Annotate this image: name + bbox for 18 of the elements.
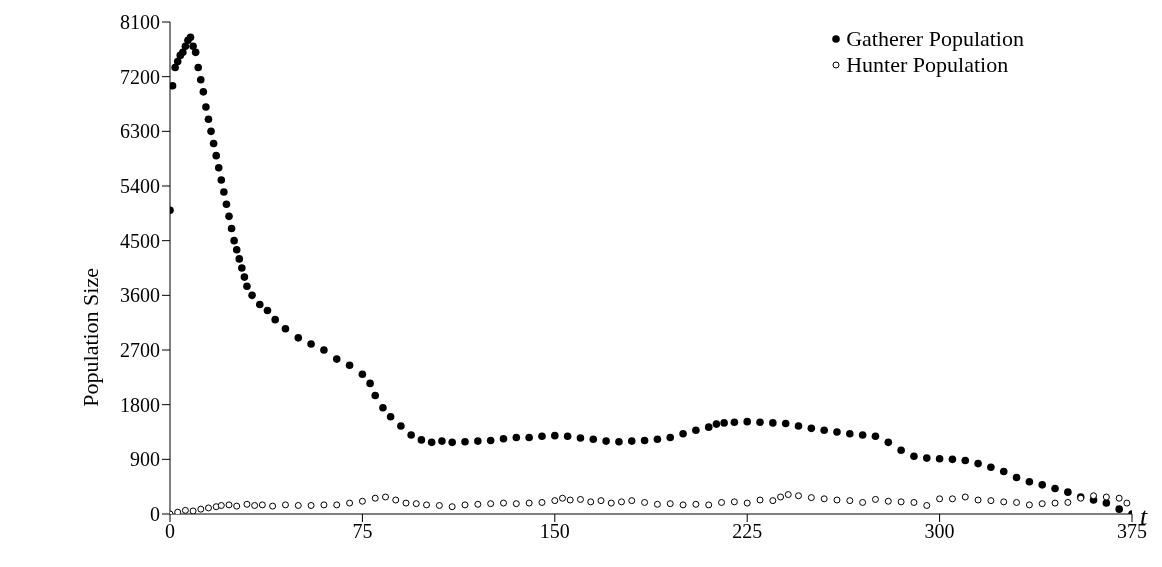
x-tick-label: 150 [539, 520, 570, 543]
x-tick-label: 0 [165, 520, 175, 543]
legend-label: Gatherer Population [846, 26, 1024, 52]
y-tick-label: 900 [130, 448, 160, 471]
y-tick-label: 6300 [120, 120, 160, 143]
y-tick-label: 5400 [120, 175, 160, 198]
x-tick-label: 300 [924, 520, 955, 543]
y-tick-label: 1800 [120, 393, 160, 416]
y-tick-label: 0 [150, 503, 160, 526]
legend-label: Hunter Population [846, 52, 1009, 78]
y-tick-label: 8100 [120, 11, 160, 34]
y-axis-title: Population Size [77, 268, 103, 407]
x-tick-label: 225 [732, 520, 763, 543]
y-tick-label: 3600 [120, 284, 160, 307]
y-tick-label: 7200 [120, 65, 160, 88]
y-tick-label: 2700 [120, 339, 160, 362]
x-tick-label: 75 [352, 520, 373, 543]
y-tick-label: 4500 [120, 229, 160, 252]
